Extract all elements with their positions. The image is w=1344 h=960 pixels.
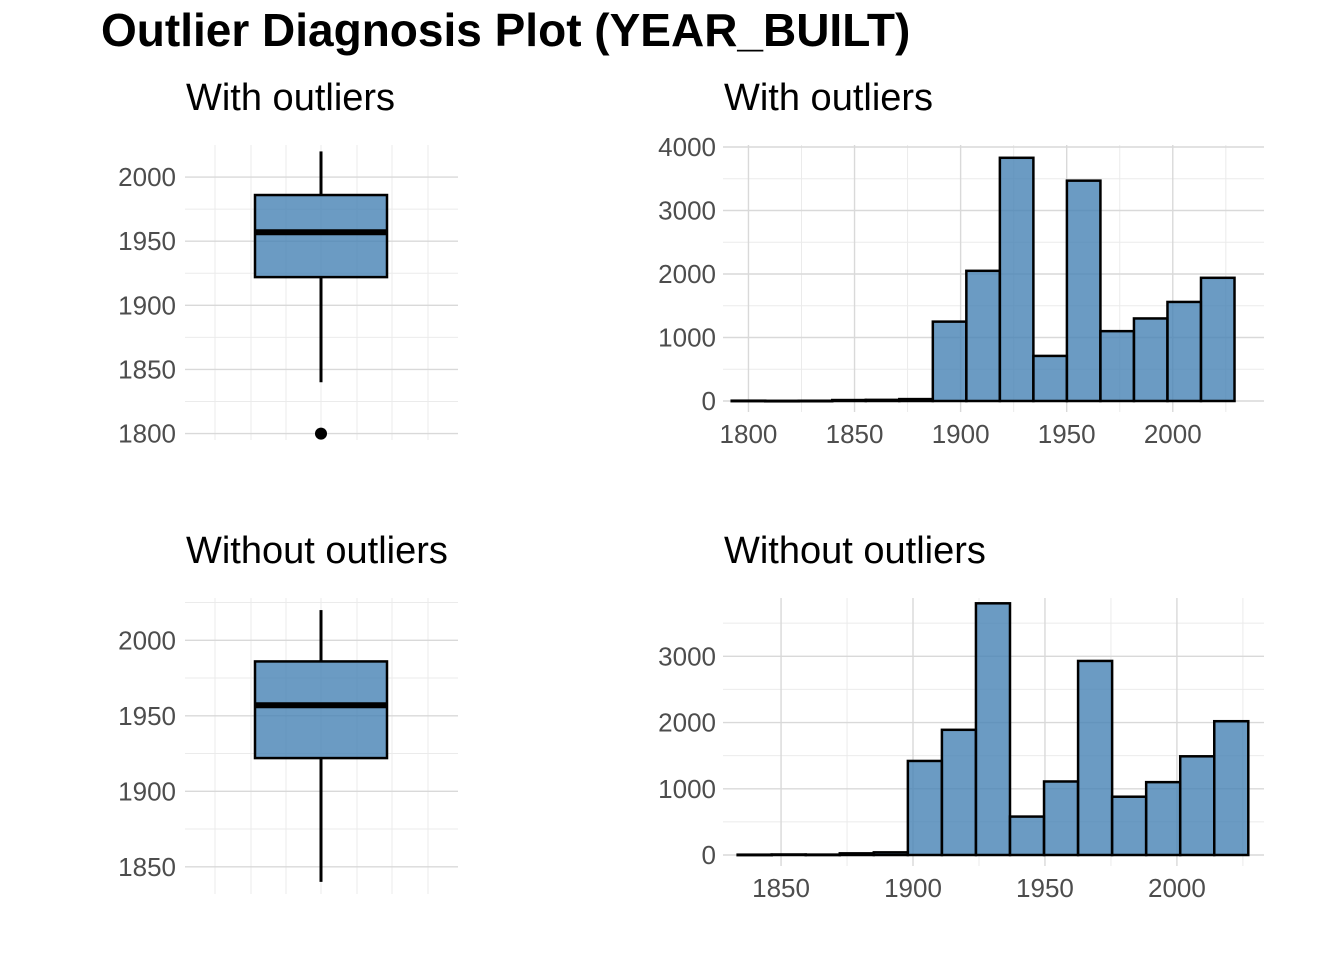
histogram-bar (797, 399, 834, 403)
histogram-bar (1008, 815, 1046, 857)
outlier-point (315, 427, 327, 440)
x-tick-label: 2000 (1148, 873, 1206, 903)
y-tick-label: 1900 (118, 290, 176, 320)
histogram-bar (1132, 317, 1169, 403)
page-title: Outlier Diagnosis Plot (YEAR_BUILT) (101, 4, 911, 56)
histogram-bar (1199, 276, 1236, 403)
histogram-bar (1144, 780, 1182, 857)
y-tick-label: 1900 (118, 776, 176, 806)
histogram-bar (898, 397, 935, 403)
histogram-bar (763, 399, 800, 403)
y-tick-label: 2000 (658, 259, 716, 289)
histogram-bar (998, 156, 1035, 403)
histogram-with-outliers-panel: With outliers 0 1000 2000 3000 4000 1800 1850 19… (658, 77, 1264, 449)
y-tick-label: 4000 (658, 132, 716, 162)
histogram-bar (736, 853, 773, 857)
histogram-bar (906, 759, 944, 857)
histogram-bar (965, 269, 1002, 403)
histogram-bar (1032, 354, 1069, 403)
histogram-bar (1042, 780, 1080, 857)
y-tick-label: 1850 (118, 354, 176, 384)
y-tick-label: 0 (702, 386, 716, 416)
y-tick-label: 3000 (658, 641, 716, 671)
panel-title: With outliers (724, 77, 933, 119)
histogram-bar (1213, 719, 1250, 857)
x-tick-label: 1850 (752, 873, 810, 903)
panel-title: Without outliers (724, 530, 986, 572)
histogram-bar (931, 320, 968, 403)
histogram-bar (730, 399, 767, 403)
histogram-bar (940, 728, 978, 857)
y-tick-label: 1000 (658, 774, 716, 804)
y-tick-label: 1000 (658, 323, 716, 353)
histogram-bar (1110, 795, 1148, 857)
histogram-bar (804, 853, 842, 857)
histogram-bar (864, 398, 901, 403)
x-tick-label: 1800 (720, 419, 778, 449)
histogram-bar (1166, 300, 1203, 403)
y-tick-label: 2000 (118, 162, 176, 192)
y-tick-label: 0 (702, 840, 716, 870)
histogram-bar (1099, 329, 1136, 403)
histogram-bar (1076, 659, 1114, 857)
histogram-bar (974, 602, 1012, 857)
y-tick-label: 1800 (118, 419, 176, 449)
histogram-bar (838, 852, 876, 857)
boxplot-with-outliers-panel: With outliers 1800 1850 1900 1950 2000 (118, 77, 458, 449)
x-tick-label: 1900 (884, 873, 942, 903)
y-tick-label: 2000 (118, 625, 176, 655)
panel-title: With outliers (186, 77, 395, 119)
panel-title: Without outliers (186, 530, 448, 572)
histogram-bar (1065, 179, 1102, 403)
boxplot-without-outliers-panel: Without outliers 1850 1900 1950 2000 (118, 530, 458, 894)
iqr-box (253, 193, 389, 279)
x-tick-label: 2000 (1144, 419, 1202, 449)
histogram-bar (770, 853, 807, 857)
x-tick-label: 1950 (1016, 873, 1074, 903)
x-tick-label: 1850 (826, 419, 884, 449)
y-tick-label: 1950 (118, 226, 176, 256)
y-tick-label: 3000 (658, 196, 716, 226)
histogram-bar (831, 398, 868, 403)
x-tick-label: 1900 (932, 419, 990, 449)
histogram-bar (1178, 755, 1216, 857)
x-tick-label: 1950 (1038, 419, 1096, 449)
y-tick-label: 1850 (118, 852, 176, 882)
histogram-bar (872, 851, 910, 857)
y-tick-label: 2000 (658, 708, 716, 738)
histogram-without-outliers-panel: Without outliers 0 1000 2000 3000 1850 1900 195… (658, 530, 1264, 903)
y-tick-label: 1950 (118, 701, 176, 731)
iqr-box (253, 660, 389, 760)
